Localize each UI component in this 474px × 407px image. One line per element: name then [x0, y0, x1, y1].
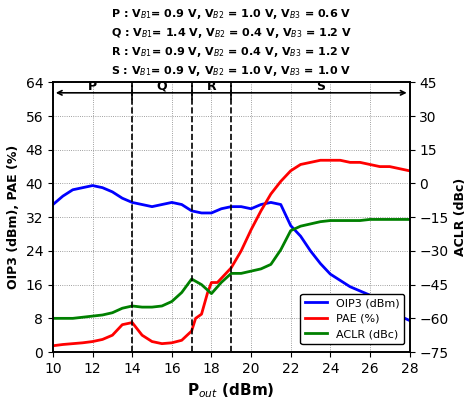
X-axis label: P$_{out}$ (dBm): P$_{out}$ (dBm) [187, 381, 275, 400]
Y-axis label: ACLR (dBc): ACLR (dBc) [454, 178, 467, 256]
Text: P: P [88, 80, 97, 93]
Text: R: R [207, 80, 216, 93]
Text: S: S [316, 80, 325, 93]
Y-axis label: OIP3 (dBm), PAE (%): OIP3 (dBm), PAE (%) [7, 145, 20, 289]
Legend: OIP3 (dBm), PAE (%), ACLR (dBc): OIP3 (dBm), PAE (%), ACLR (dBc) [301, 294, 404, 344]
Title: P : V$_{B1}$= 0.9 V, V$_{B2}$ = 1.0 V, V$_{B3}$ = 0.6 V
Q : V$_{B1}$= 1.4 V, V$_: P : V$_{B1}$= 0.9 V, V$_{B2}$ = 1.0 V, V… [110, 7, 352, 78]
Text: Q: Q [156, 80, 167, 93]
